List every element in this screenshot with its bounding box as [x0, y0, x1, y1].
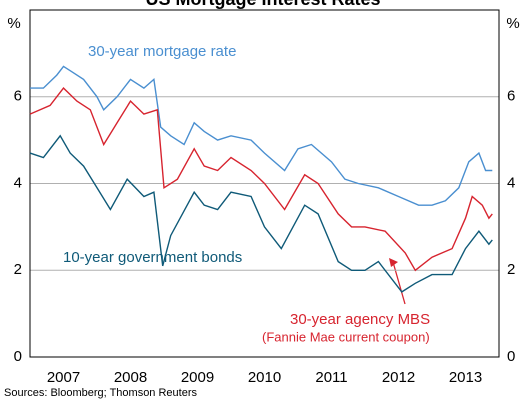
source-note: Sources: Bloomberg; Thomson Reuters [4, 387, 197, 399]
y-tick-label: 0 [14, 348, 22, 365]
y-axis-label: % [7, 15, 20, 32]
line-series [29, 134, 493, 293]
y2-tick-label: 0 [507, 348, 515, 365]
y2-tick-label: 2 [507, 261, 515, 278]
x-tick-label: 2008 [114, 369, 147, 386]
plot-frame [29, 9, 500, 358]
line-series [30, 65, 493, 206]
series-label: 30-year agency MBS [290, 311, 430, 328]
x-tick-label: 2013 [449, 369, 482, 386]
y2-axis-label: % [506, 15, 519, 32]
chart-title: US Mortgage Interest Rates [145, 0, 380, 9]
series-label: 30-year mortgage rate [88, 43, 236, 60]
x-tick-label: 2007 [47, 369, 80, 386]
annotation: (Fannie Mae current coupon) [262, 329, 430, 344]
y-tick-label: 2 [14, 261, 22, 278]
annotation-arrowhead [389, 258, 398, 267]
y-tick-label: 6 [14, 88, 22, 105]
x-tick-label: 2009 [181, 369, 214, 386]
line-series [29, 87, 493, 272]
x-tick-label: 2012 [382, 369, 415, 386]
x-tick-label: 2011 [315, 369, 347, 386]
y-tick-label: 4 [14, 174, 22, 191]
y2-tick-label: 6 [507, 88, 515, 105]
x-tick-label: 2010 [248, 369, 281, 386]
series-label: 10-year government bonds [63, 249, 242, 266]
annotation-arrow [392, 261, 406, 305]
y2-tick-label: 4 [507, 174, 515, 191]
